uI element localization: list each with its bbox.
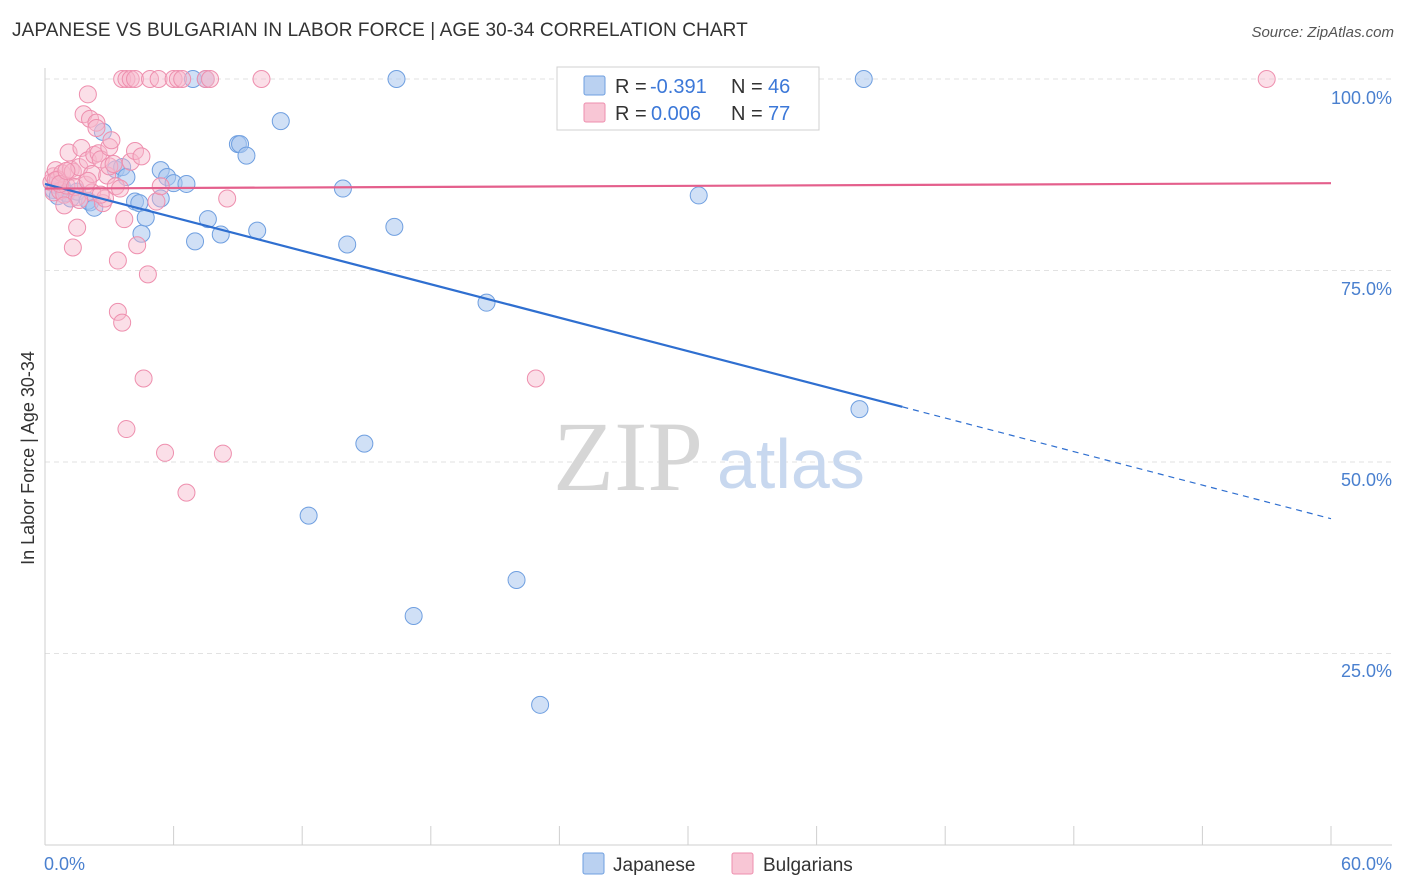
grid-lines [45,78,1392,654]
bulgarian-point-65 [252,70,271,88]
legend-r-value-japanese: -0.391 [650,76,707,98]
y-tick-label-50: 50.0% [1341,470,1392,490]
japanese-point-28 [237,146,256,165]
legend-n-value-japanese: 46 [768,76,790,98]
japanese-trend-line-extension [902,406,1332,520]
legend-r-label-bulgarian: R = [615,103,647,125]
japanese-point-21 [177,174,196,193]
bulgarian-point-53 [147,192,166,211]
japanese-point-35 [385,217,404,236]
bulgarian-point-17 [74,105,93,124]
bulgarian-point-40 [113,313,132,332]
y-tick-label-75: 75.0% [1341,279,1392,299]
bulgarian-point-64 [218,189,237,208]
bulgarian-point-19 [78,85,97,104]
x-tick-label-max: 60.0% [1341,854,1392,874]
japanese-point-33 [333,179,352,198]
bulgarian-point-76 [55,196,74,215]
japanese-point-34 [338,235,357,254]
legend-n-label-japanese: N = [731,76,763,98]
bulgarian-point-47 [126,70,145,88]
bulgarian-point-11 [63,162,82,181]
watermark: ZIP atlas [553,401,865,512]
bulgarian-point-36 [108,251,127,270]
japanese-point-45 [850,400,869,419]
japanese-point-44 [854,70,873,88]
bulgarian-point-13 [68,218,87,237]
bulgarian-point-61 [196,70,215,88]
japanese-point-36 [387,70,406,88]
x-axis-ticks [44,826,1332,845]
bulgarian-point-34 [102,131,121,150]
legend-r-label-japanese: R = [615,76,647,98]
japanese-point-38 [299,506,318,525]
y-tick-label-25: 25.0% [1341,661,1392,681]
axes [44,68,1392,846]
bulgarian-point-56 [156,443,175,462]
bulgarian-point-59 [173,70,192,88]
bulgarian-point-44 [121,70,140,88]
japanese-point-23 [186,232,205,251]
stats-legend: R = -0.391 N = 46 R = 0.006 N = 77 [556,66,820,131]
series-legend: Japanese Bulgarians [582,852,853,876]
bulgarian-point-25 [87,113,106,132]
japanese-point-32 [271,112,290,131]
bulgarian-point-54 [149,70,168,88]
bulgarian-point-75 [104,155,123,174]
y-tick-label-100: 100.0% [1331,88,1392,108]
legend-n-value-bulgarian: 77 [768,103,790,125]
japanese-point-41 [404,606,423,625]
watermark-zip: ZIP [553,401,703,512]
legend-swatch-japanese [583,75,606,96]
chart-title: JAPANESE VS BULGARIAN IN LABOR FORCE | A… [12,20,748,41]
trend-lines [44,182,1332,520]
bulgarian-trend-line [44,182,1332,190]
watermark-atlas: atlas [717,425,865,503]
bulgarian-point-73 [78,171,97,190]
legend-swatch-bulgarian [583,102,606,123]
bulgarian-point-66 [526,369,545,388]
y-axis-label: In Labor Force | Age 30-34 [18,351,38,565]
bulgarian-point-41 [115,210,134,229]
bulgarian-point-50 [134,369,153,388]
japanese-trend-line [44,182,903,408]
bulgarian-point-63 [213,444,232,463]
bulgarian-point-51 [138,265,157,284]
japanese-point-39 [355,434,374,453]
series-legend-swatch-japanese [582,852,605,875]
bulgarian-point-26 [87,119,106,138]
bulgarian-point-37 [108,302,127,321]
bulgarian-point-70 [57,161,76,180]
legend-r-value-bulgarian: 0.006 [651,103,701,125]
bulgarian-point-32 [100,138,119,157]
bulgarian-point-60 [177,483,196,502]
japanese-point-42 [531,695,550,714]
bulgarian-point-12 [63,238,82,257]
bulgarian-point-62 [201,70,220,88]
bulgarian-point-58 [168,70,187,88]
bulgarian-point-49 [132,147,151,166]
japanese-point-43 [689,186,708,205]
bulgarian-point-67 [1257,70,1276,88]
series-legend-label-bulgarian: Bulgarians [763,855,853,876]
japanese-point-24 [198,210,217,229]
x-tick-label-min: 0.0% [44,854,85,874]
bulgarian-point-43 [117,420,136,439]
series-legend-swatch-bulgarian [731,852,754,875]
bulgarian-point-48 [128,236,147,255]
y-tick-labels: 100.0% 75.0% 50.0% 25.0% [1331,88,1392,681]
series-legend-label-japanese: Japanese [613,855,695,876]
source-credit: Source: ZipAtlas.com [1251,24,1394,41]
japanese-points [44,70,873,714]
bulgarian-point-55 [151,177,170,196]
japanese-point-40 [507,570,526,589]
legend-n-label-bulgarian: N = [731,103,763,125]
